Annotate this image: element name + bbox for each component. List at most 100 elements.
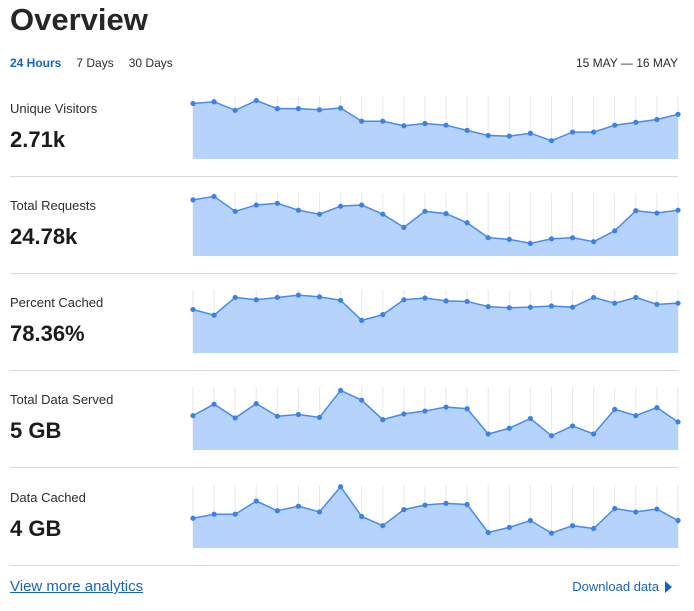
data-point — [211, 99, 217, 105]
metric-row-percent-cached: Percent Cached 78.36% — [0, 274, 694, 371]
download-data-button[interactable]: Download data — [572, 579, 672, 594]
data-point — [464, 501, 470, 508]
data-point — [190, 100, 196, 107]
data-point — [569, 423, 576, 429]
data-point — [211, 511, 217, 517]
data-point — [380, 417, 386, 423]
metric-row-data-cached: Data Cached 4 GB — [0, 469, 694, 566]
data-point — [380, 523, 386, 529]
data-point — [569, 523, 576, 529]
series-line — [192, 389, 679, 437]
data-point — [654, 116, 660, 123]
data-point — [295, 503, 302, 509]
data-point — [654, 506, 660, 512]
data-point — [675, 207, 681, 213]
data-point — [527, 240, 533, 246]
data-point — [232, 294, 238, 301]
row-divider — [10, 370, 678, 371]
data-point — [506, 425, 512, 431]
series-line — [192, 294, 679, 322]
data-point — [190, 306, 196, 313]
metric-row-total-data-served: Total Data Served 5 GB — [0, 371, 694, 468]
area-fill — [193, 196, 678, 256]
data-point — [422, 408, 428, 414]
area-fill — [193, 486, 678, 548]
data-point — [569, 304, 576, 310]
data-point — [190, 197, 196, 203]
data-point — [612, 505, 618, 512]
data-point — [253, 202, 259, 208]
data-point — [380, 312, 386, 318]
data-point — [464, 127, 470, 133]
page-title: Overview — [10, 2, 148, 37]
data-point — [316, 211, 323, 217]
data-point — [443, 211, 449, 217]
data-point — [675, 111, 681, 117]
data-point — [591, 294, 597, 301]
time-range-tabs: 24 Hours 7 Days 30 Days — [10, 56, 188, 70]
data-point — [527, 304, 533, 310]
data-point — [464, 406, 470, 412]
data-point — [401, 411, 407, 417]
data-point — [274, 294, 280, 301]
data-point — [274, 200, 280, 206]
data-point — [443, 122, 449, 128]
data-point — [612, 300, 618, 306]
data-point — [401, 224, 407, 230]
view-more-analytics-link[interactable]: View more analytics — [10, 578, 144, 595]
data-point — [443, 298, 449, 304]
data-point — [380, 211, 386, 217]
data-point — [485, 235, 491, 241]
sparkline-chart — [190, 290, 681, 353]
data-point — [253, 97, 259, 104]
data-point — [380, 118, 386, 124]
data-point — [612, 122, 618, 128]
data-point — [422, 208, 428, 214]
data-point — [338, 203, 344, 209]
data-point — [211, 193, 217, 200]
data-point — [295, 207, 302, 213]
data-point — [654, 210, 660, 216]
data-point — [232, 511, 238, 517]
data-point — [633, 119, 639, 125]
caret-right-icon — [665, 580, 672, 593]
date-range: 15 MAY — 16 MAY — [575, 56, 678, 70]
data-point — [506, 524, 512, 530]
data-point — [316, 414, 323, 420]
data-point — [211, 401, 217, 407]
data-point — [485, 431, 491, 437]
data-point — [295, 106, 302, 112]
metric-label: Total Data Served — [10, 392, 114, 407]
data-point — [654, 405, 660, 411]
metric-label: Total Requests — [10, 198, 96, 213]
data-point — [274, 413, 280, 419]
data-point — [485, 304, 491, 310]
data-point — [232, 107, 238, 113]
tab-7-days[interactable]: 7 Days — [76, 56, 114, 70]
data-point — [422, 295, 428, 301]
data-point — [253, 498, 259, 504]
data-point — [316, 509, 323, 515]
data-point — [401, 507, 407, 513]
tab-30-days[interactable]: 30 Days — [128, 56, 173, 70]
data-point — [633, 294, 639, 301]
data-point — [359, 513, 365, 520]
data-point — [548, 433, 555, 439]
data-point — [569, 129, 576, 135]
data-point — [675, 517, 681, 524]
data-point — [359, 118, 365, 124]
row-divider — [10, 565, 678, 566]
row-divider — [10, 467, 678, 468]
data-point — [274, 508, 280, 514]
data-point — [612, 406, 618, 412]
area-fill — [193, 390, 678, 450]
tab-24-hours[interactable]: 24 Hours — [10, 56, 62, 70]
data-point — [654, 301, 660, 307]
data-point — [253, 297, 259, 303]
metric-value: 24.78k — [10, 224, 78, 249]
row-divider — [10, 176, 678, 177]
data-point — [190, 413, 196, 419]
data-point — [591, 431, 597, 437]
sparkline-chart — [190, 193, 681, 256]
